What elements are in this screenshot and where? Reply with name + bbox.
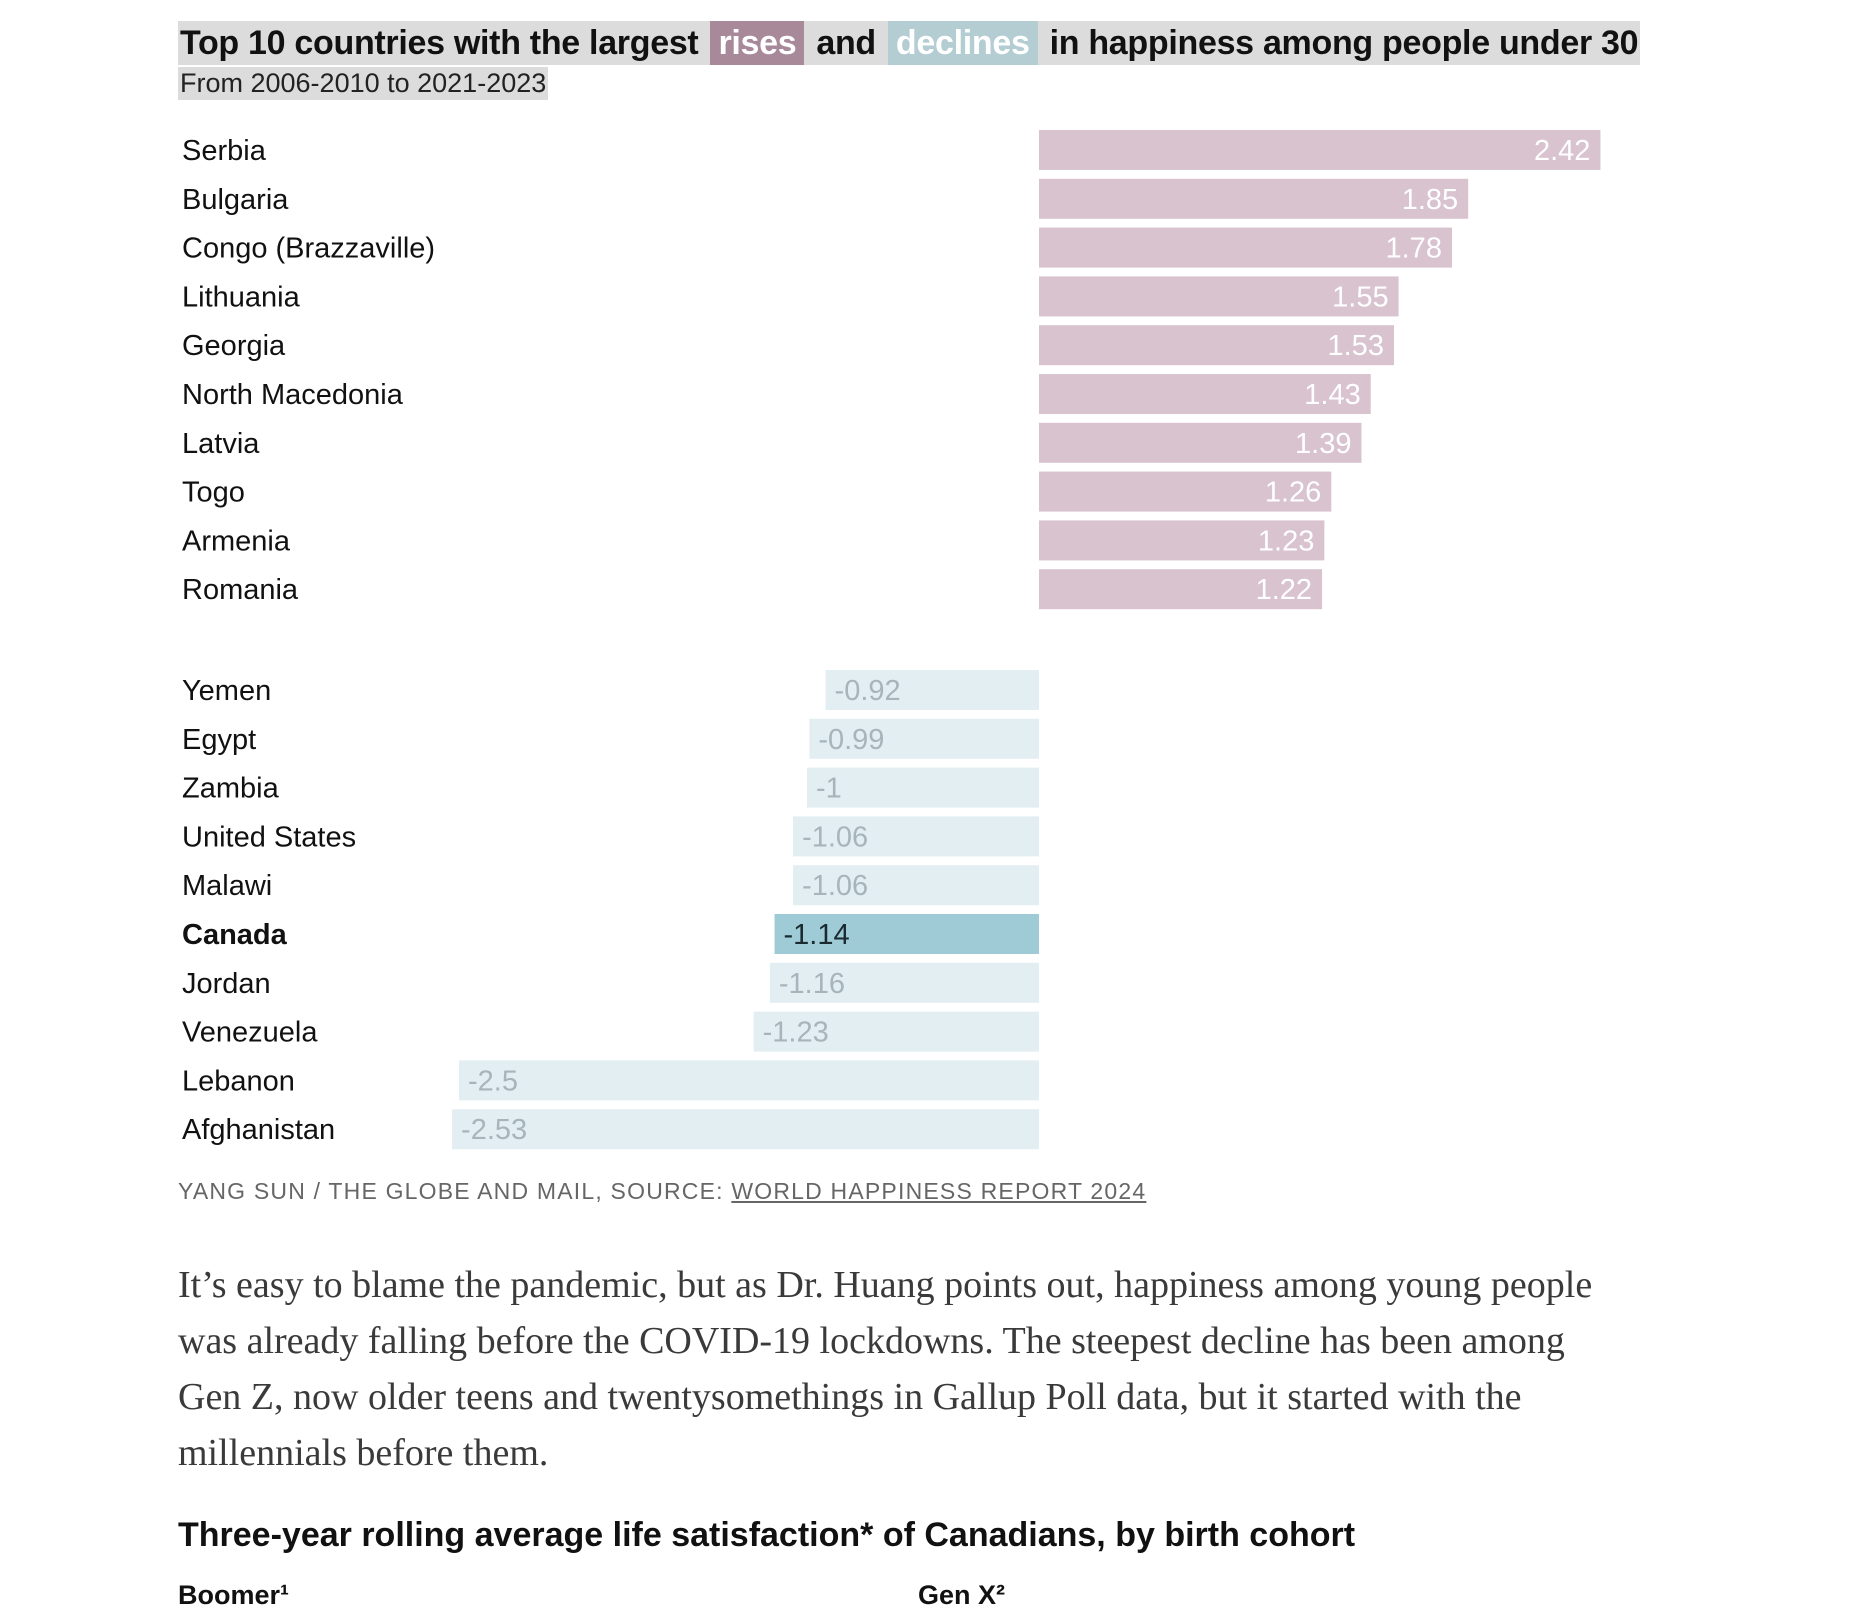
value-label-georgia: 1.53 — [1328, 330, 1384, 362]
value-label-yemen: -0.92 — [835, 675, 901, 707]
next-chart-title: Three-year rolling average life satisfac… — [178, 1516, 1355, 1555]
article-paragraph: It’s easy to blame the pandemic, but as … — [178, 1257, 1598, 1481]
value-label-egypt: -0.99 — [818, 724, 884, 756]
cohort-label-genx: Gen X² — [918, 1580, 1005, 1611]
country-label-latvia: Latvia — [182, 428, 260, 460]
value-label-lebanon: -2.5 — [468, 1065, 518, 1097]
country-label-lebanon: Lebanon — [182, 1065, 295, 1097]
value-label-lithuania: 1.55 — [1332, 281, 1388, 313]
country-label-venezuela: Venezuela — [182, 1017, 318, 1049]
country-label-malawi: Malawi — [182, 870, 272, 902]
country-label-zambia: Zambia — [182, 773, 280, 805]
source-link[interactable]: WORLD HAPPINESS REPORT 2024 — [731, 1178, 1146, 1204]
credit-text: YANG SUN / THE GLOBE AND MAIL, SOURCE: — [178, 1178, 731, 1204]
bar-afghanistan — [452, 1109, 1039, 1149]
value-label-north-macedonia: 1.43 — [1304, 379, 1360, 411]
country-label-togo: Togo — [182, 477, 245, 509]
country-label-congo-brazzaville: Congo (Brazzaville) — [182, 233, 435, 265]
bar-zambia — [807, 768, 1039, 808]
country-label-united-states: United States — [182, 821, 356, 853]
value-label-romania: 1.22 — [1256, 574, 1312, 606]
value-label-canada: -1.14 — [784, 919, 850, 951]
country-label-romania: Romania — [182, 574, 299, 606]
value-label-malawi: -1.06 — [802, 870, 868, 902]
country-label-lithuania: Lithuania — [182, 281, 301, 313]
country-label-afghanistan: Afghanistan — [182, 1114, 335, 1146]
country-label-serbia: Serbia — [182, 135, 267, 167]
value-label-latvia: 1.39 — [1295, 428, 1351, 460]
value-label-serbia: 2.42 — [1534, 135, 1590, 167]
value-label-togo: 1.26 — [1265, 477, 1321, 509]
value-label-bulgaria: 1.85 — [1402, 184, 1458, 216]
chart-credit: YANG SUN / THE GLOBE AND MAIL, SOURCE: W… — [178, 1178, 1146, 1205]
bar-lebanon — [459, 1060, 1039, 1100]
bar-chart: Serbia 2.42 Bulgaria 1.85 Congo (Brazzaville… — [0, 0, 1855, 1160]
value-label-armenia: 1.23 — [1258, 525, 1314, 557]
cohort-label-boomer: Boomer¹ — [178, 1580, 289, 1611]
value-label-afghanistan: -2.53 — [461, 1114, 527, 1146]
country-label-canada: Canada — [182, 919, 288, 951]
country-label-georgia: Georgia — [182, 330, 286, 362]
country-label-bulgaria: Bulgaria — [182, 184, 289, 216]
country-label-jordan: Jordan — [182, 968, 271, 1000]
value-label-zambia: -1 — [816, 773, 842, 805]
value-label-venezuela: -1.23 — [763, 1017, 829, 1049]
value-label-congo-brazzaville: 1.78 — [1386, 233, 1442, 265]
value-label-jordan: -1.16 — [779, 968, 845, 1000]
country-label-north-macedonia: North Macedonia — [182, 379, 404, 411]
country-label-armenia: Armenia — [182, 525, 291, 557]
bar-serbia — [1039, 130, 1600, 170]
country-label-egypt: Egypt — [182, 724, 256, 756]
country-label-yemen: Yemen — [182, 675, 271, 707]
value-label-united-states: -1.06 — [802, 821, 868, 853]
